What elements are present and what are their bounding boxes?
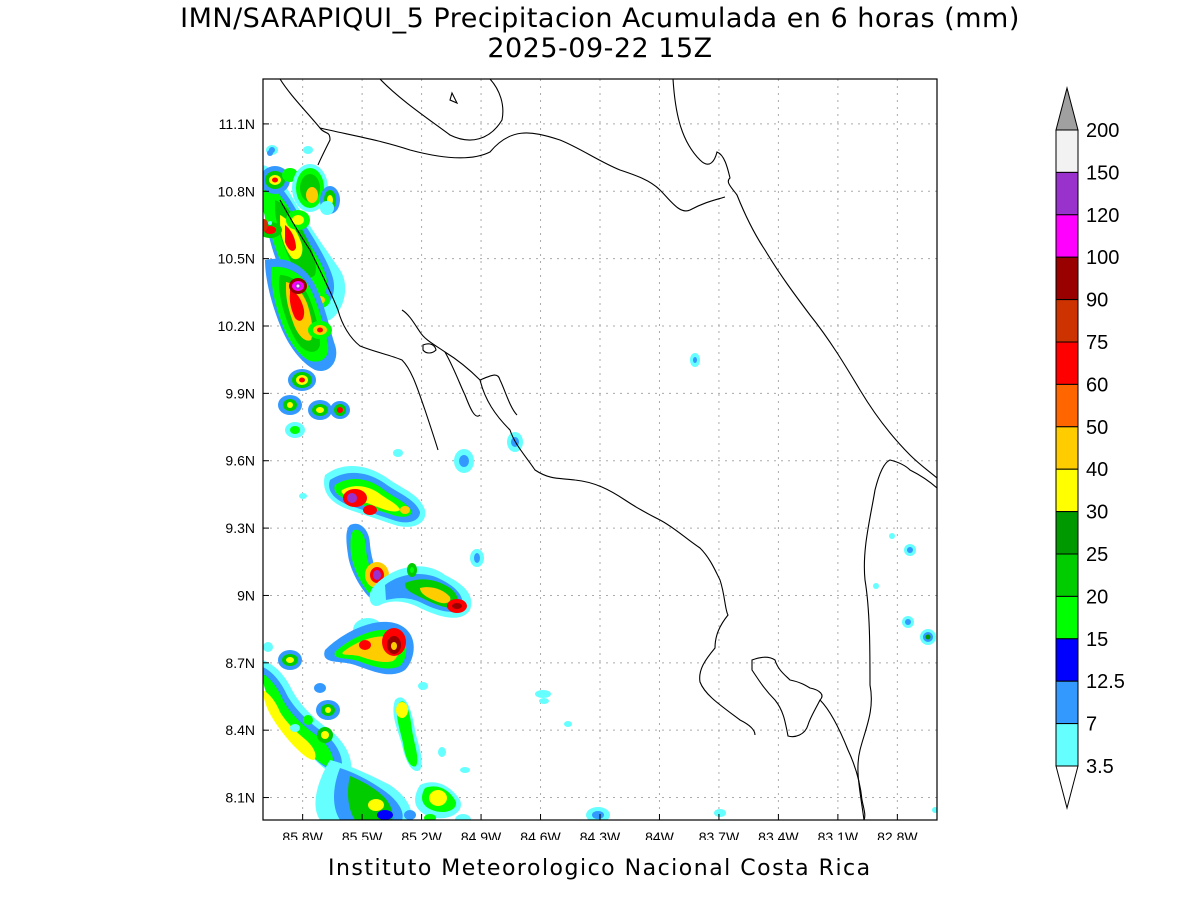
- colorbar-swatch: [1055, 468, 1079, 513]
- rain-band-osa: [263, 650, 726, 820]
- x-tick-label: 84.9W: [461, 829, 502, 840]
- colorbar-swatch: [1055, 214, 1079, 258]
- x-tick-label: 82.8W: [877, 829, 918, 840]
- y-tick-label: 8.1N: [225, 790, 255, 806]
- colorbar-swatch: [1055, 426, 1079, 470]
- nicaragua-costarica-border: [319, 127, 726, 212]
- plot-area: [263, 79, 937, 820]
- colorbar-label: 60: [1086, 374, 1108, 396]
- x-tick-label: 85.8W: [282, 829, 323, 840]
- colorbar-label: 90: [1086, 290, 1108, 312]
- title-line-2: 2025-09-22 15Z: [487, 33, 713, 64]
- nicoya-gulf-coast: [401, 309, 518, 416]
- x-tick-label: 84W: [645, 829, 675, 840]
- colorbar-label: 40: [1086, 459, 1108, 481]
- chart-title: IMN/SARAPIQUI_5 Precipitacion Acumulada …: [0, 4, 1200, 64]
- panama-border: [857, 459, 937, 820]
- colorbar-label: 75: [1086, 332, 1108, 354]
- golfo-dulce-shore: [819, 699, 866, 820]
- y-axis: 11.1N 10.8N 10.5N 10.2N 9.9N 9.6N 9.3N 9N 8.7N 8.…: [218, 116, 269, 806]
- colorbar-bottom-arrow: [1055, 765, 1079, 810]
- y-tick-label: 8.7N: [225, 655, 255, 671]
- isla-small-north: [449, 91, 459, 105]
- colorbar-swatch: [1055, 680, 1079, 725]
- precipitation-map: 85.8W 85.5W 85.2W 84.9W 84.6W 84.3W 84W 83.7W 83…: [180, 70, 960, 845]
- colorbar-label: 100: [1086, 247, 1119, 269]
- colorbar-swatch: [1055, 256, 1079, 301]
- colorbar-svg: 200 150 120 100 90 75 60 50 40 30 25 20 15 12.5 7 3.5: [1055, 86, 1125, 810]
- y-tick-label: 9.3N: [225, 520, 255, 536]
- coastlines: [279, 79, 937, 820]
- colorbar-swatch: [1055, 129, 1079, 173]
- map-svg: 85.8W 85.5W 85.2W 84.9W 84.6W 84.3W 84W 83.7W 83…: [218, 78, 938, 845]
- colorbar-label: 30: [1086, 502, 1108, 524]
- colorbar-top-arrow: [1055, 86, 1079, 131]
- colorbar-label: 50: [1086, 417, 1108, 439]
- y-tick-label: 10.8N: [218, 183, 255, 199]
- colorbar-swatch: [1055, 638, 1079, 682]
- colorbar-swatch: [1055, 341, 1079, 385]
- precipitation-field: [263, 145, 937, 820]
- x-tick-label: 83.7W: [699, 829, 740, 840]
- x-tick-label: 85.5W: [342, 829, 383, 840]
- colorbar-swatch: [1055, 171, 1079, 216]
- rain-band-central-pacific: [324, 465, 472, 675]
- colorbar-swatch: [1055, 299, 1079, 343]
- x-tick-label: 83.4W: [758, 829, 799, 840]
- x-tick-label: 84.3W: [580, 829, 621, 840]
- caribbean-coast: [672, 79, 937, 479]
- y-tick-label: 11.1N: [219, 116, 255, 132]
- colorbar-swatch: [1055, 723, 1079, 767]
- pacific-coast-north: [279, 199, 439, 451]
- colorbar-label: 200: [1086, 120, 1119, 142]
- colorbar-label: 15: [1086, 629, 1108, 651]
- nicaragua-border: [279, 79, 331, 166]
- colorbar-label: 7: [1086, 714, 1097, 736]
- y-tick-label: 9.6N: [225, 453, 255, 469]
- isla-chira: [422, 343, 437, 354]
- lake-nicaragua-shore: [379, 79, 504, 141]
- x-tick-label: 84.6W: [520, 829, 561, 840]
- colorbar-label: 120: [1086, 205, 1119, 227]
- costa-rica-pacific-central: [479, 379, 756, 736]
- colorbar-swatch: [1055, 553, 1079, 597]
- colorbar-label: 20: [1086, 586, 1108, 608]
- title-line-1: IMN/SARAPIQUI_5 Precipitacion Acumulada …: [180, 3, 1020, 34]
- nicoya-inner-shore: [444, 351, 481, 417]
- colorbar-label: 25: [1086, 544, 1108, 566]
- y-tick-label: 9.9N: [225, 385, 255, 401]
- colorbar-swatch: [1055, 383, 1079, 428]
- credit-footer: Instituto Meteorologico Nacional Costa R…: [328, 856, 872, 881]
- colorbar-swatch: [1055, 511, 1079, 555]
- colorbar-swatch: [1055, 595, 1079, 640]
- x-tick-label: 85.2W: [401, 829, 442, 840]
- colorbar-legend: 200 150 120 100 90 75 60 50 40 30 25 20 15 12.5 7 3.5: [1050, 80, 1190, 820]
- colorbar-label: 150: [1086, 162, 1119, 184]
- y-tick-label: 8.4N: [225, 722, 255, 738]
- x-tick-label: 83.1W: [818, 829, 859, 840]
- y-tick-label: 9N: [237, 587, 255, 603]
- colorbar-label: 12.5: [1086, 671, 1125, 693]
- rain-cluster-guanacaste: [265, 258, 350, 438]
- y-tick-label: 10.2N: [218, 318, 255, 334]
- rain-cells-isolated: [263, 150, 937, 813]
- rain-cells-northwest: [263, 145, 340, 238]
- colorbar-label: 3.5: [1086, 756, 1114, 778]
- y-tick-label: 10.5N: [218, 251, 255, 267]
